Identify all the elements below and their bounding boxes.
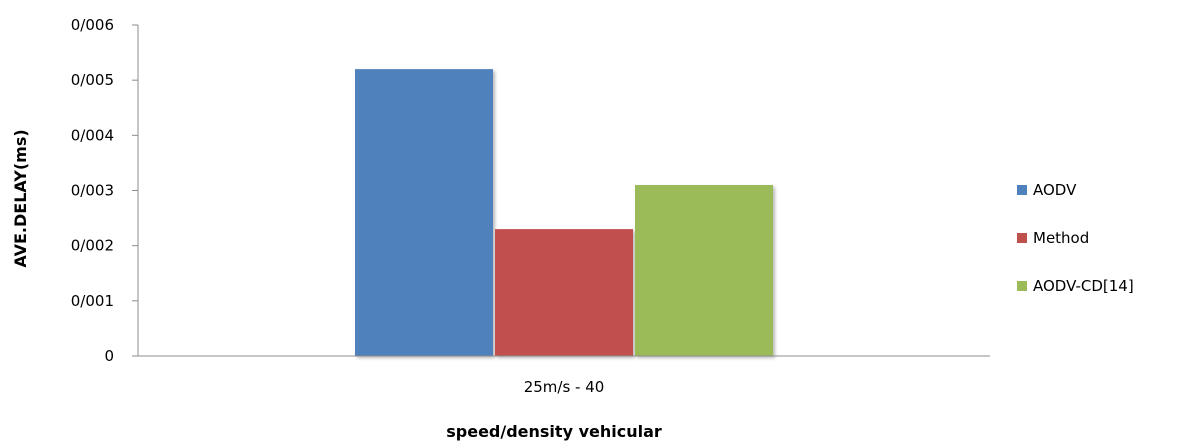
legend-label-method: Method bbox=[1033, 229, 1089, 247]
y-axis-title: AVE.DELAY(ms) bbox=[11, 129, 30, 267]
y-tick-label: 0 bbox=[104, 347, 114, 365]
legend-swatch-aodv-cd-14 bbox=[1017, 281, 1027, 291]
legend-label-aodv: AODV bbox=[1033, 181, 1077, 199]
x-axis-title: speed/density vehicular bbox=[446, 422, 662, 441]
x-axis-ticks: 25m/s - 40 bbox=[524, 378, 605, 396]
legend: AODV Method AODV-CD[14] bbox=[1017, 181, 1134, 295]
legend-label-aodv-cd-14: AODV-CD[14] bbox=[1033, 277, 1134, 295]
y-tick-label: 0/001 bbox=[71, 292, 114, 310]
legend-swatch-method bbox=[1017, 233, 1027, 243]
bar-aodv bbox=[355, 69, 493, 356]
y-tick-label: 0/005 bbox=[71, 71, 114, 89]
legend-swatch-aodv bbox=[1017, 185, 1027, 195]
x-tick-label: 25m/s - 40 bbox=[524, 378, 605, 396]
y-tick-label: 0/003 bbox=[71, 182, 114, 200]
bar-method bbox=[495, 229, 633, 356]
y-tick-label: 0/006 bbox=[71, 16, 114, 34]
bar-aodv-cd-14 bbox=[635, 184, 773, 356]
y-axis-ticks: 0 0/001 0/002 0/003 0/004 0/005 0/006 bbox=[71, 16, 138, 365]
y-tick-label: 0/002 bbox=[71, 237, 114, 255]
bars-group bbox=[355, 69, 773, 356]
y-tick-label: 0/004 bbox=[71, 126, 114, 144]
